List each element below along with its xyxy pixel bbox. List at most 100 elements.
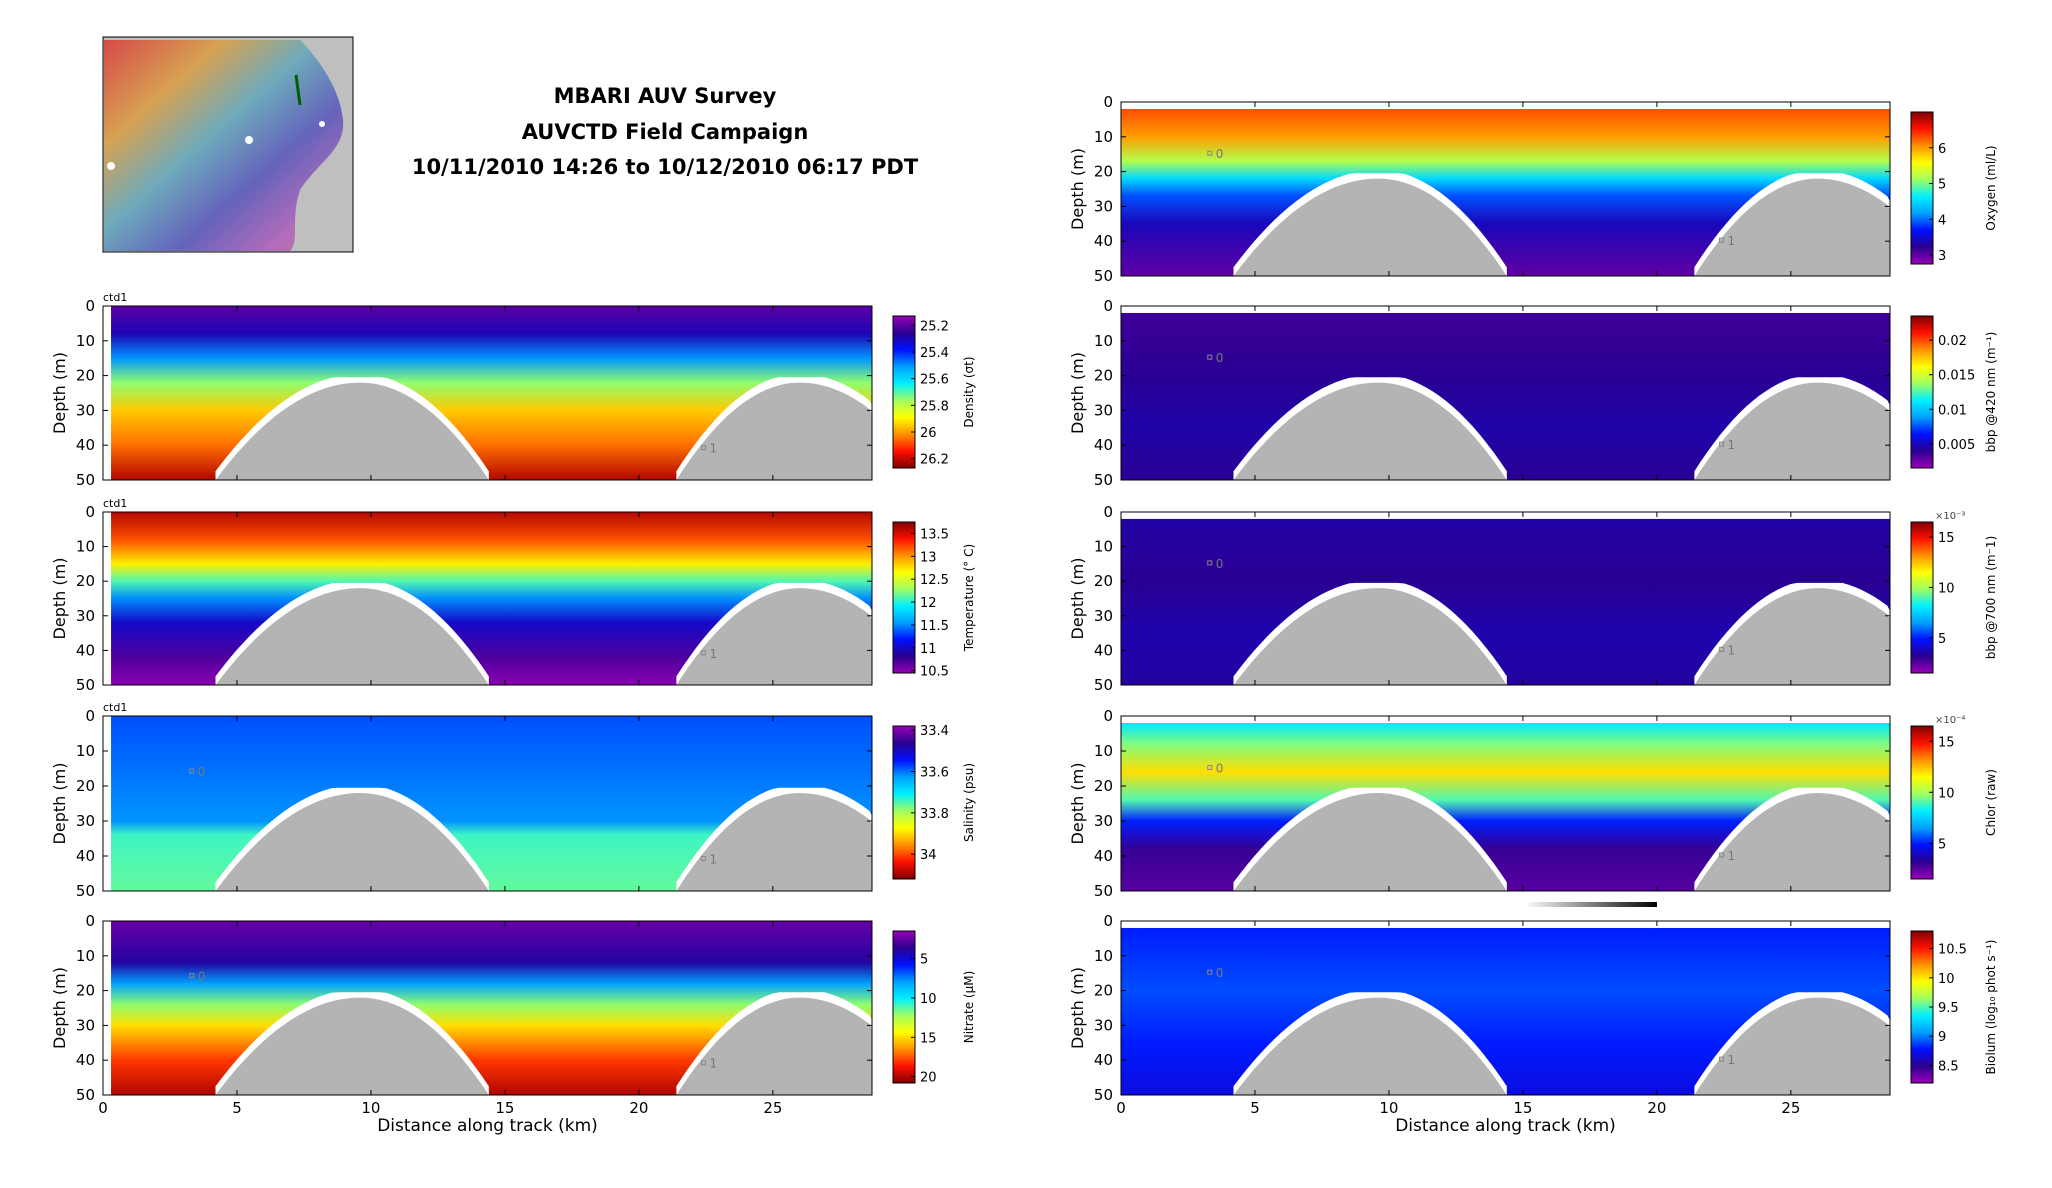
- y-tick-label: 0: [1103, 297, 1113, 315]
- waypoint-label: 0: [1216, 351, 1224, 365]
- colorbar-tick-label: 25.6: [920, 373, 949, 388]
- colorbar-tick-label: 26: [920, 426, 937, 441]
- colorbar-tick-label: 5: [1938, 837, 1946, 852]
- y-tick-label: 40: [76, 847, 95, 865]
- waypoint-marker: [189, 973, 195, 979]
- seafloor-hill: [1233, 382, 1507, 480]
- y-tick-label: 40: [1094, 232, 1113, 250]
- y-tick-label: 40: [1094, 641, 1113, 659]
- x-axis-label: Distance along track (km): [1395, 1116, 1616, 1136]
- seafloor-hill: [1233, 793, 1507, 891]
- colorbar-label: Oxygen (ml/L): [1984, 145, 1998, 230]
- waypoint-marker: [701, 445, 707, 451]
- y-axis-label: Depth (m): [1068, 148, 1087, 230]
- y-tick-label: 40: [1094, 436, 1113, 454]
- colorbar-tick-label: 34: [920, 848, 937, 863]
- colorbar-tick-label: 33.4: [920, 724, 949, 739]
- waypoint-label: 1: [710, 853, 718, 867]
- colorbar-label: Density (σt): [962, 356, 976, 427]
- colorbar-tick-label: 13.5: [920, 527, 949, 542]
- colorbar-label: bbp @420 nm (m⁻¹): [1984, 332, 1998, 453]
- y-tick-label: 10: [1094, 947, 1113, 965]
- y-tick-label: 10: [1094, 332, 1113, 350]
- waypoint-marker: [1207, 150, 1213, 156]
- y-tick-label: 50: [1094, 1086, 1113, 1104]
- colorbar-oxygen: [1910, 111, 1934, 265]
- location-map: [102, 36, 354, 253]
- waypoint-label: 1: [710, 647, 718, 661]
- colorbar-label: Chlor (raw): [1984, 769, 1998, 836]
- y-tick-label: 40: [76, 641, 95, 659]
- colorbar-tick-label: 10: [1938, 581, 1955, 596]
- waypoint-marker: [701, 1060, 707, 1066]
- colorbar-tick-label: 12: [920, 596, 937, 611]
- y-axis-label: Depth (m): [1068, 352, 1087, 434]
- colorbar-bbp700: [1910, 521, 1934, 674]
- colorbar-tick-label: 10.5: [1938, 943, 1967, 958]
- y-tick-label: 20: [1094, 163, 1113, 181]
- waypoint-label: 0: [1216, 966, 1224, 980]
- colorbar-label: Nitrate (μM): [962, 971, 976, 1044]
- colorbar-tick-label: 3: [1938, 249, 1946, 264]
- seafloor-hill: [676, 793, 872, 891]
- waypoint-marker: [1719, 237, 1725, 243]
- colorbar-bbp420: [1910, 315, 1934, 469]
- x-tick-label: 15: [1513, 1099, 1532, 1117]
- waypoint-label: 0: [1216, 147, 1224, 161]
- axes-frame: [1120, 101, 1891, 277]
- x-tick-label: 5: [1250, 1099, 1260, 1117]
- colorbar-tick-label: 5: [1938, 178, 1946, 193]
- waypoint-marker: [189, 768, 195, 774]
- y-axis-label: Depth (m): [1068, 763, 1087, 845]
- colorbar-tick-label: 10: [1938, 786, 1955, 801]
- colorbar-tick-label: 11.5: [920, 619, 949, 634]
- axes-frame: [102, 511, 873, 686]
- figure-title-line1: MBARI AUV Survey: [553, 84, 777, 108]
- axes-frame: [102, 715, 873, 892]
- colorbar-tick-label: 5: [920, 953, 928, 968]
- colorbar-tick-label: 0.01: [1938, 403, 1967, 418]
- seafloor-hill: [1694, 997, 1890, 1095]
- y-tick-label: 0: [85, 297, 95, 315]
- x-tick-label: 20: [629, 1099, 648, 1117]
- y-axis-label: Depth (m): [50, 967, 69, 1049]
- seafloor-hill: [215, 382, 489, 480]
- panel-tag: ctd1: [103, 497, 127, 510]
- y-tick-label: 20: [76, 982, 95, 1000]
- x-tick-label: 15: [495, 1099, 514, 1117]
- colorbar-tick-label: 26.2: [920, 453, 949, 468]
- y-tick-label: 40: [1094, 847, 1113, 865]
- colorbar-tick-label: 12.5: [920, 573, 949, 588]
- y-tick-label: 20: [1094, 982, 1113, 1000]
- colorbar-tick-label: 8.5: [1938, 1059, 1959, 1074]
- seafloor-hill: [215, 588, 489, 685]
- y-tick-label: 0: [1103, 912, 1113, 930]
- y-tick-label: 50: [76, 676, 95, 694]
- y-tick-label: 50: [76, 882, 95, 900]
- waypoint-label: 1: [710, 1057, 718, 1071]
- y-tick-label: 30: [76, 607, 95, 625]
- y-tick-label: 10: [1094, 538, 1113, 556]
- waypoint-marker: [1207, 969, 1213, 975]
- y-tick-label: 30: [1094, 1016, 1113, 1034]
- colorbar-label: Biolum (log₁₀ phot s⁻¹): [1984, 940, 1998, 1075]
- y-tick-label: 10: [76, 538, 95, 556]
- y-tick-label: 30: [76, 812, 95, 830]
- waypoint-marker: [701, 856, 707, 861]
- y-tick-label: 30: [1094, 607, 1113, 625]
- colorbar-tick-label: 4: [1938, 213, 1946, 228]
- seafloor-hill: [1233, 588, 1507, 685]
- panel-tag: ctd1: [103, 291, 127, 304]
- y-tick-label: 50: [76, 471, 95, 489]
- y-tick-label: 40: [1094, 1051, 1113, 1069]
- colorbar-label: Temperature (° C): [962, 544, 976, 652]
- y-axis-label: Depth (m): [1068, 967, 1087, 1049]
- waypoint-marker: [1719, 441, 1725, 447]
- axes-frame: [1120, 511, 1891, 686]
